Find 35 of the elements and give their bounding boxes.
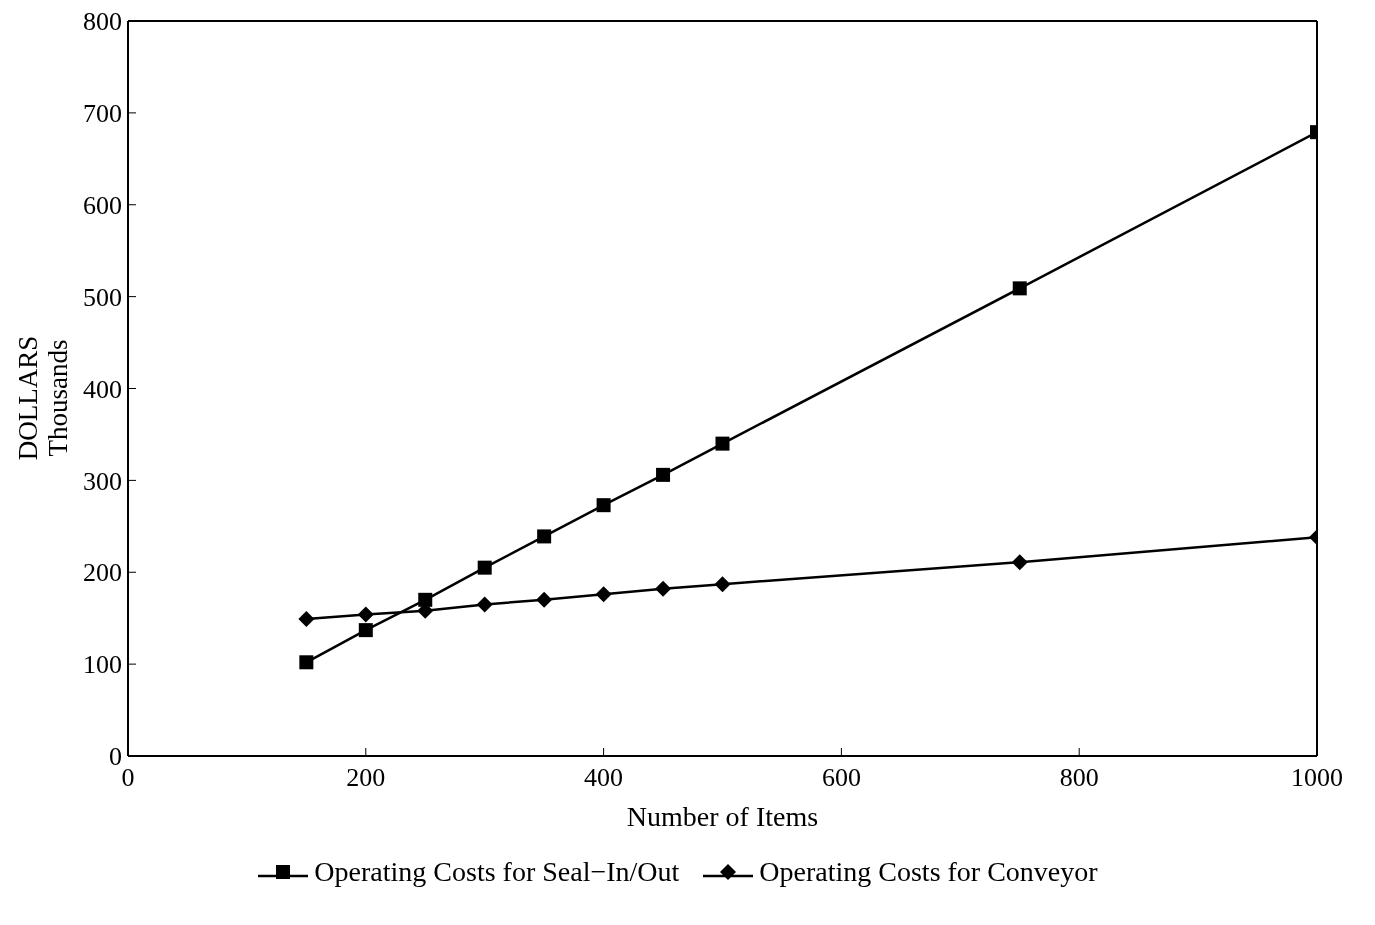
x-tick-label: 600: [821, 763, 861, 793]
point: [476, 596, 493, 613]
point: [1012, 281, 1027, 296]
x-tick-label: 800: [1059, 763, 1099, 793]
x-tick-label: 400: [584, 763, 624, 793]
y-tick-label: 200: [83, 558, 122, 588]
y-tick-label: 700: [83, 99, 122, 129]
y-tick-label: 0: [109, 742, 122, 772]
point: [537, 529, 552, 544]
y-tick-label: 500: [83, 282, 122, 312]
point: [477, 560, 492, 575]
y-tick-label: 800: [83, 7, 122, 37]
legend-label: Operating Costs for Seal−In/Out: [314, 856, 680, 888]
x-axis-title: Number of Items: [626, 801, 819, 832]
x-tick-label: 200: [346, 763, 386, 793]
point: [1011, 554, 1028, 571]
point: [298, 611, 315, 628]
point: [536, 591, 553, 608]
y-tick-label: 600: [83, 190, 122, 220]
x-tick-label: 1000: [1291, 763, 1343, 793]
point: [655, 580, 672, 597]
y-tick-label: 100: [83, 650, 122, 680]
point: [656, 467, 671, 482]
point: [595, 586, 612, 603]
point: [596, 498, 611, 513]
legend-label: Operating Costs for Conveyor: [759, 856, 1098, 888]
point: [357, 606, 374, 623]
y-tick-label: 300: [83, 466, 122, 496]
point: [714, 576, 731, 593]
point: [715, 436, 730, 451]
point: [299, 655, 314, 670]
y-axis-title: DOLLARS Thousands: [13, 335, 74, 461]
point: [358, 623, 373, 638]
point: [418, 592, 433, 607]
y-tick-label: 400: [83, 374, 122, 404]
